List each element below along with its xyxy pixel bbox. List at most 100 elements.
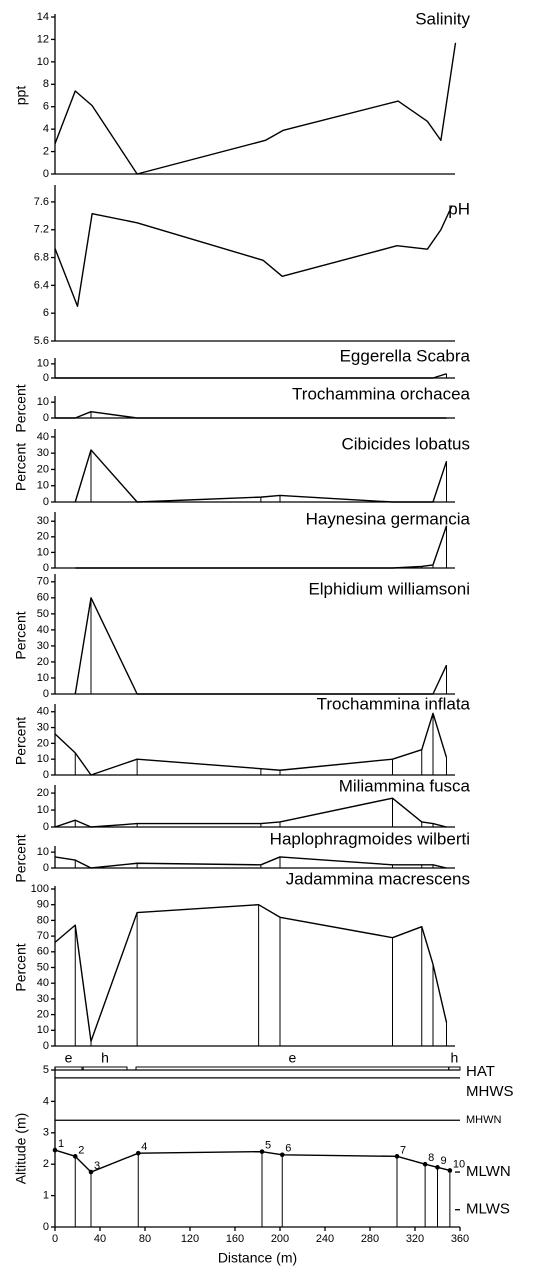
y-tick-label: 0 xyxy=(43,412,49,424)
tidal-level-label: MHWS xyxy=(466,1083,514,1100)
y-tick-label: 0 xyxy=(43,168,49,180)
x-tick-label: 120 xyxy=(181,1233,199,1245)
y-tick-label: 30 xyxy=(37,447,49,459)
x-tick-label: 320 xyxy=(406,1233,424,1245)
y-tick-label: 6.4 xyxy=(34,279,49,291)
y-tick-label: 8 xyxy=(43,78,49,90)
y-tick-label: 40 xyxy=(37,977,49,989)
zone-bar xyxy=(448,1066,461,1071)
data-line xyxy=(55,373,447,379)
y-axis-label: Percent xyxy=(13,943,29,991)
y-tick-label: 10 xyxy=(37,480,49,492)
zone-bar xyxy=(82,1066,128,1071)
station-label: 5 xyxy=(265,1140,271,1152)
y-tick-label: 0 xyxy=(43,821,49,833)
panel-title: Elphidium williamsoni xyxy=(308,579,470,598)
data-line xyxy=(74,449,448,503)
data-line xyxy=(55,410,447,419)
y-axis-label: ppt xyxy=(13,86,29,106)
data-line xyxy=(54,42,457,175)
y-tick-label: 0 xyxy=(43,688,49,700)
tidal-level-label: MLWN xyxy=(466,1163,511,1180)
panel-title: Salinity xyxy=(415,9,470,28)
y-tick-label: 7.2 xyxy=(34,224,49,236)
station-label: 8 xyxy=(428,1152,434,1164)
y-tick-label: 2 xyxy=(43,145,49,157)
y-tick-label: 0 xyxy=(43,1221,49,1233)
panel-title: Cibicides lobatus xyxy=(341,434,470,453)
y-tick-label: 1 xyxy=(43,1190,49,1202)
panel-title: Haplophragmoides wilberti xyxy=(270,829,470,848)
y-tick-label: 5.6 xyxy=(34,335,49,347)
y-tick-label: 10 xyxy=(37,672,49,684)
data-line xyxy=(54,1149,451,1173)
y-tick-label: 40 xyxy=(37,431,49,443)
x-tick-label: 360 xyxy=(451,1233,469,1245)
y-axis-label: Altitude (m) xyxy=(13,1113,29,1185)
zone-label: h xyxy=(101,1050,109,1066)
panel-title: Eggerella Scabra xyxy=(340,346,471,365)
x-tick-label: 280 xyxy=(361,1233,379,1245)
x-tick-label: 200 xyxy=(271,1233,289,1245)
station-point xyxy=(135,1150,141,1156)
y-tick-label: 0 xyxy=(43,769,49,781)
y-tick-label: 80 xyxy=(37,914,49,926)
y-axis-label: Percent xyxy=(13,611,29,659)
data-line xyxy=(54,904,448,1042)
y-tick-label: 70 xyxy=(37,576,49,588)
y-tick-label: 0 xyxy=(43,372,49,384)
station-point xyxy=(72,1154,78,1159)
data-line xyxy=(54,205,453,307)
station-label: 10 xyxy=(453,1158,465,1170)
station-label: 9 xyxy=(441,1155,447,1167)
zone-label: e xyxy=(65,1050,73,1066)
y-tick-label: 6 xyxy=(43,307,49,319)
tidal-level-label: MHWN xyxy=(466,1114,501,1126)
x-tick-label: 80 xyxy=(139,1233,151,1245)
y-tick-label: 0 xyxy=(43,862,49,874)
panel-title: Miliammina fusca xyxy=(339,776,471,795)
y-tick-label: 70 xyxy=(37,930,49,942)
panel-title: Trochammina inflata xyxy=(317,694,471,713)
y-tick-label: 4 xyxy=(43,123,49,135)
station-point xyxy=(52,1147,58,1153)
y-tick-label: 20 xyxy=(37,1009,49,1021)
station-point xyxy=(435,1165,440,1170)
tidal-level-label: HAT xyxy=(466,1063,495,1080)
x-tick-label: 0 xyxy=(52,1233,58,1245)
data-line xyxy=(74,597,448,695)
station-point xyxy=(422,1161,428,1167)
y-axis-label: Percent xyxy=(13,834,29,882)
y-tick-label: 60 xyxy=(37,946,49,958)
y-tick-label: 50 xyxy=(37,608,49,620)
y-tick-label: 10 xyxy=(37,56,49,68)
zone-bar xyxy=(135,1066,450,1071)
y-tick-label: 90 xyxy=(37,899,49,911)
panel-title: pH xyxy=(448,199,470,218)
y-tick-label: 10 xyxy=(37,358,49,370)
y-tick-label: 4 xyxy=(43,1095,49,1107)
zone-bar xyxy=(54,1066,83,1071)
station-label: 7 xyxy=(400,1144,406,1156)
zone-label: h xyxy=(450,1050,458,1066)
y-tick-label: 20 xyxy=(37,463,49,475)
y-tick-label: 0 xyxy=(43,496,49,508)
y-tick-label: 20 xyxy=(37,737,49,749)
y-axis-label: Percent xyxy=(13,443,29,491)
panel-title: Jadammina macrescens xyxy=(286,869,470,888)
data-line xyxy=(54,797,447,828)
y-tick-label: 20 xyxy=(37,531,49,543)
station-point xyxy=(259,1149,265,1154)
y-tick-label: 30 xyxy=(37,721,49,733)
y-tick-label: 30 xyxy=(37,640,49,652)
y-tick-label: 20 xyxy=(37,656,49,668)
x-tick-label: 40 xyxy=(94,1233,106,1245)
x-tick-label: 240 xyxy=(316,1233,334,1245)
data-line xyxy=(54,856,447,869)
y-tick-label: 40 xyxy=(37,706,49,718)
y-axis-label: Percent xyxy=(13,384,29,432)
y-tick-label: 40 xyxy=(37,624,49,636)
station-point xyxy=(394,1154,400,1159)
y-tick-label: 20 xyxy=(37,787,49,799)
tidal-level-label: MLWS xyxy=(466,1201,510,1218)
